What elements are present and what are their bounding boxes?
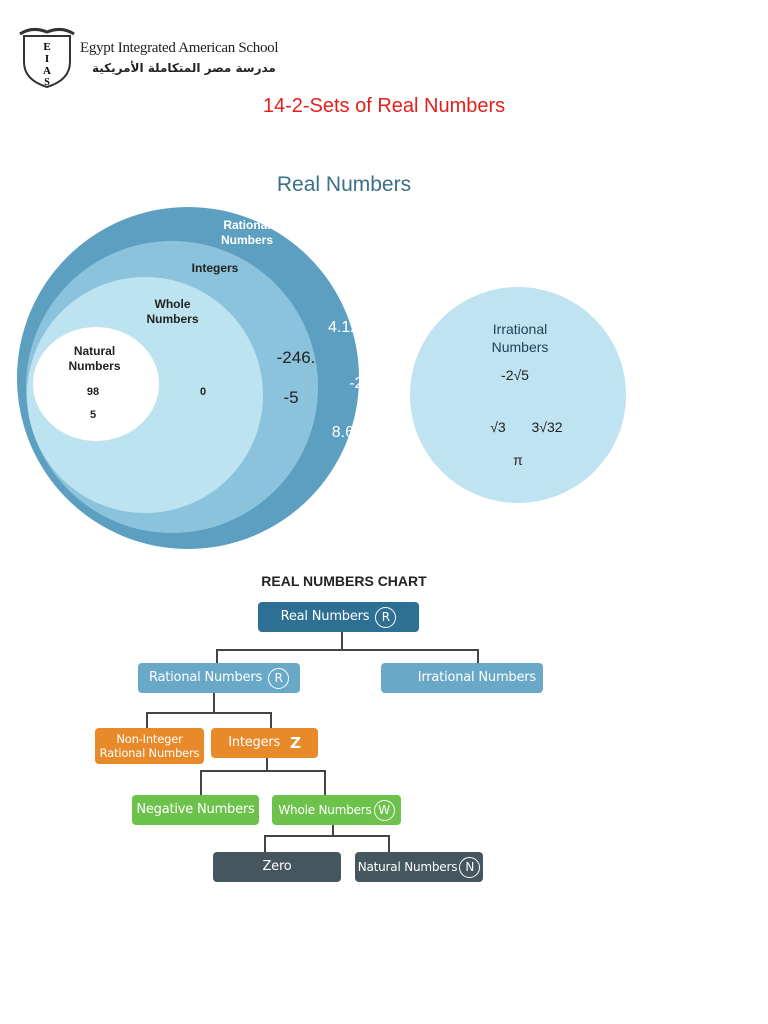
connector [146,712,272,714]
node-label: Negative Numbers [136,802,255,817]
connector [324,770,326,795]
rational-example: -2.7 [349,375,377,392]
connector [200,770,202,795]
node-real-numbers: Real Numbers R [258,602,419,632]
node-label: Rational Numbers [148,670,263,685]
node-label: Non-Integer Rational Numbers [99,732,200,760]
school-logo: E I A S [19,27,75,89]
node-zero: Zero [213,852,341,882]
natural-set [33,327,159,441]
connector [146,712,148,728]
connector [388,835,390,852]
connector [266,758,268,771]
svg-text:I: I [45,53,49,65]
connector [216,649,218,663]
whole-label-text: Whole Numbers [146,297,199,326]
set-symbol: R [268,667,290,689]
irrational-example: -2√5 [501,367,529,383]
natural-label: Natural Numbers [62,344,127,374]
node-non-integer-rational: Non-Integer Rational Numbers [95,728,204,764]
node-rational-numbers: Rational Numbers R [138,663,300,693]
irrational-set [410,287,626,503]
irrational-example: 3√32 [531,419,563,435]
whole-example: 0 [199,386,207,398]
node-integers: Integers Z [211,728,318,758]
chart-title: REAL NUMBERS CHART [261,573,427,589]
irrational-label-text: Irrational Numbers [491,321,549,355]
rational-example: 8.66... [331,424,377,441]
connector [200,770,326,772]
school-name-en: Egypt Integrated American School [80,40,279,56]
irrational-label: Irrational Numbers [470,320,570,356]
school-name-ar: مدرسة مصر المتكاملة الأمريكية [92,61,276,75]
node-natural-numbers: Natural Numbers N [355,852,483,882]
natural-label-text: Natural Numbers [68,344,121,373]
venn-diagram [17,207,626,549]
page-title: 14-2-Sets of Real Numbers [262,95,506,117]
svg-text:S: S [44,77,50,88]
connector [332,825,334,836]
irrational-example: π [513,452,523,468]
node-label: Whole Numbers [278,803,372,817]
svg-text:A: A [43,65,51,77]
connector [264,835,390,837]
node-label: Zero [262,859,292,874]
natural-example: 98 [86,386,100,398]
integers-label: Integers [191,261,239,275]
rational-label: Rational Numbers [212,218,282,248]
node-irrational-numbers: Irrational Numbers [381,663,543,693]
node-label: Integers [228,735,281,750]
node-negative-numbers: Negative Numbers [132,795,259,825]
whole-label: Whole Numbers [140,297,205,327]
integers-example: -5 [283,388,299,407]
natural-example: 5 [89,409,97,421]
rational-label-text: Rational Numbers [220,218,273,247]
connector [341,632,343,650]
set-symbol: R [375,606,397,628]
node-label: Irrational Numbers [417,670,536,685]
venn-title: Real Numbers [276,173,412,196]
connector [213,693,215,713]
node-label: Real Numbers [280,609,370,624]
connector [216,649,479,651]
set-symbol: N [459,856,481,878]
set-symbol: W [373,799,395,821]
irrational-example: √3 [490,419,506,435]
svg-text:E: E [43,41,50,53]
connector [270,712,272,728]
node-whole-numbers: Whole Numbers W [272,795,401,825]
integers-example: -246. [276,348,316,367]
connector [477,649,479,663]
rational-example: 4.125 [327,319,369,336]
node-label: Natural Numbers [357,860,458,874]
connector [264,835,266,852]
set-symbol: Z [290,734,301,752]
